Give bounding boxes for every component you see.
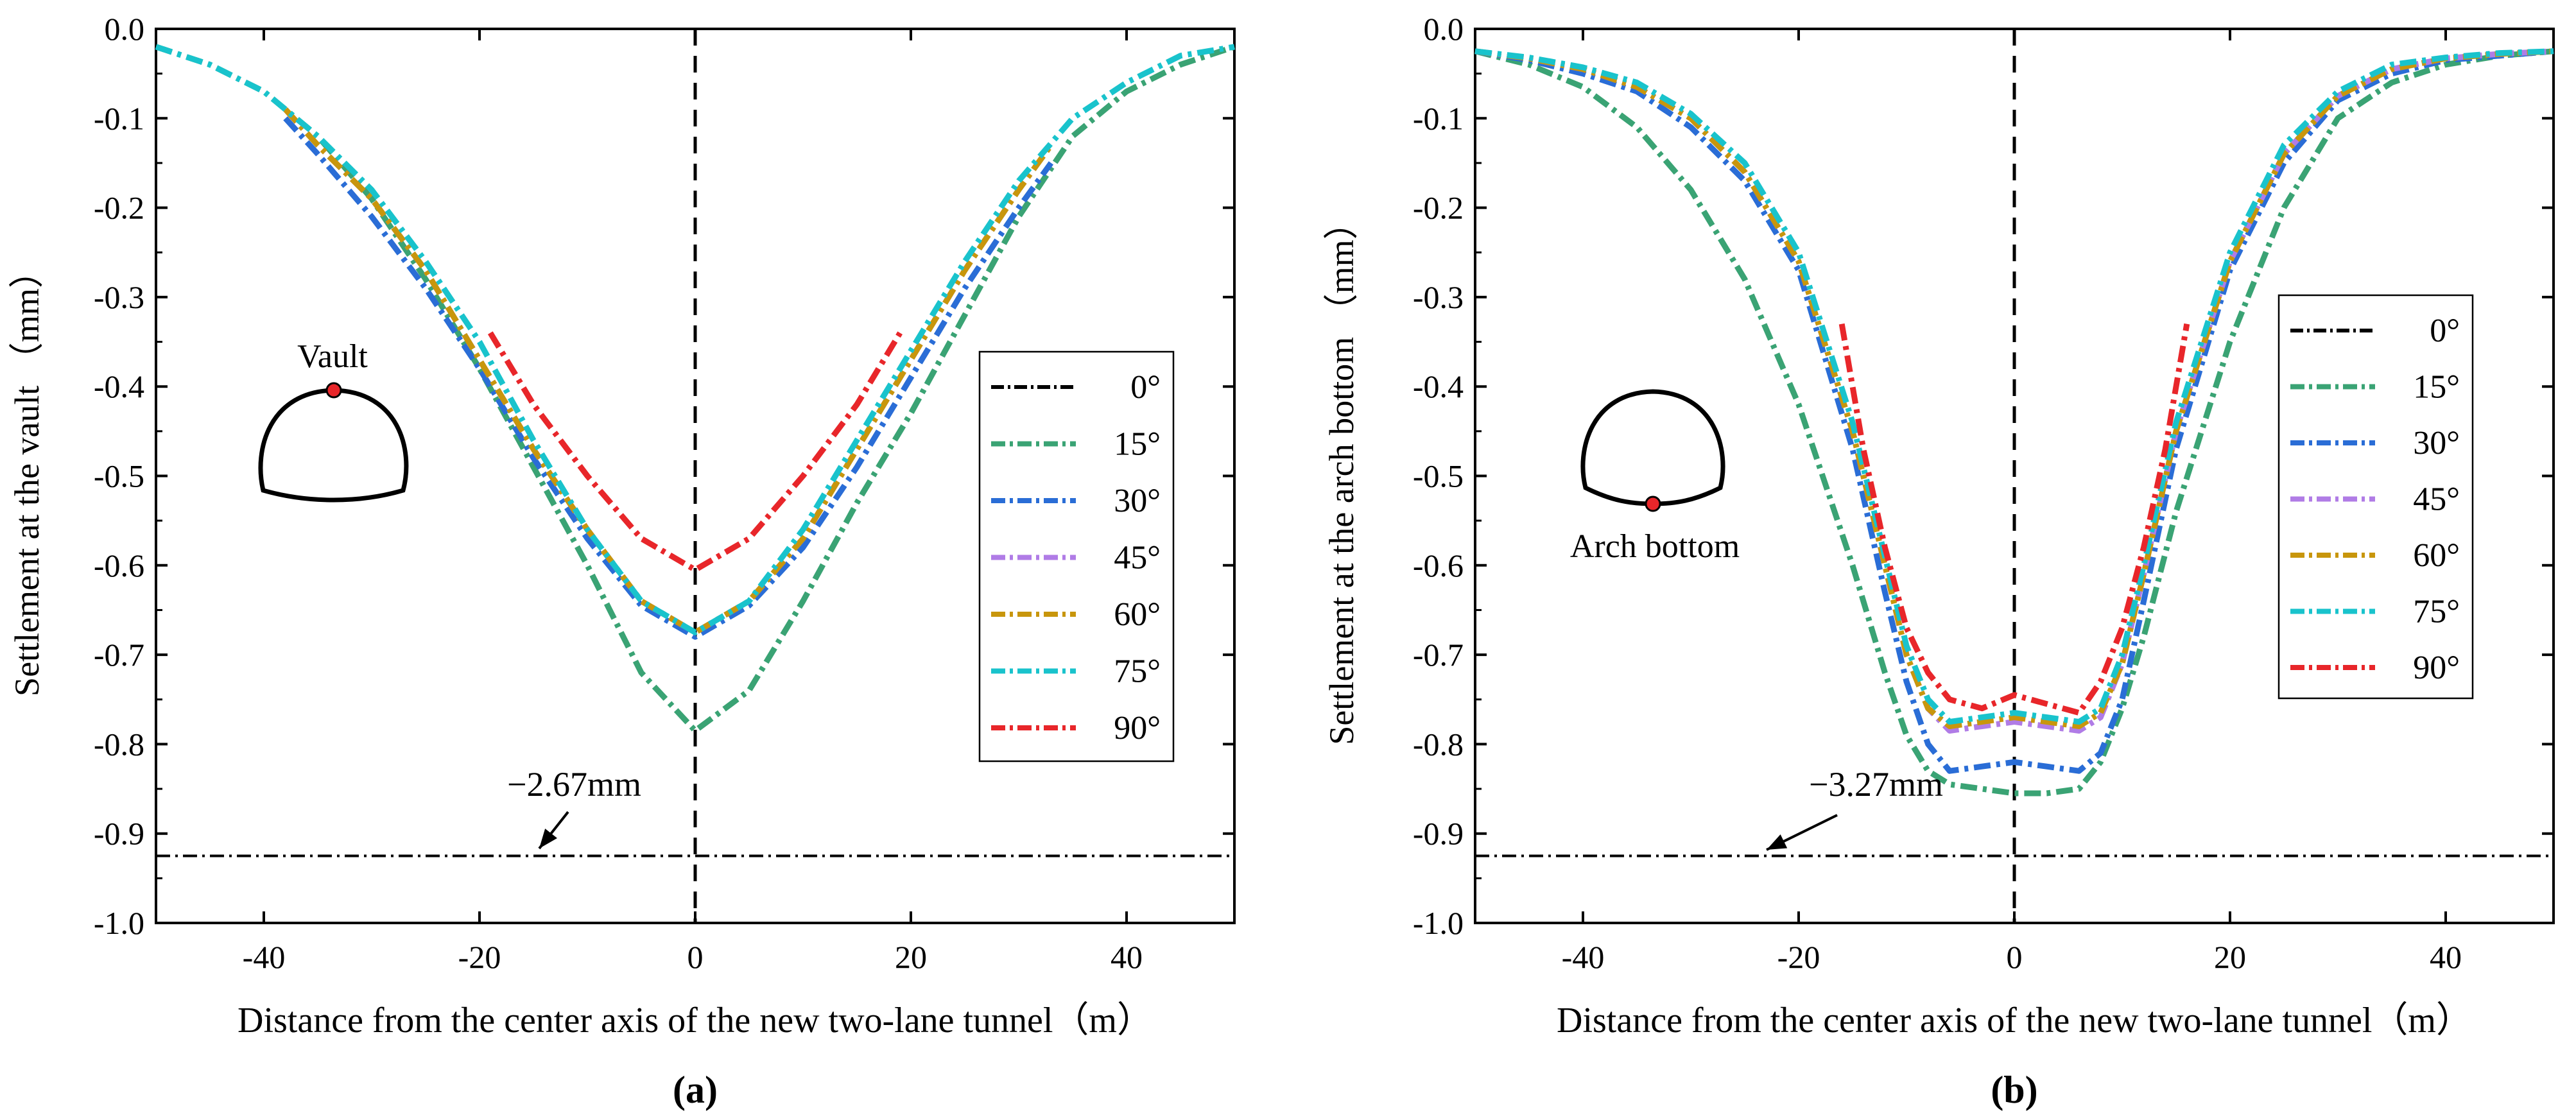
threshold-label-b: −3.27mm bbox=[1809, 765, 1943, 804]
y-tick-label: -0.7 bbox=[94, 637, 144, 673]
legend-label: 75° bbox=[1114, 653, 1161, 690]
y-tick-label: -0.2 bbox=[94, 190, 144, 226]
x-axis-title-a: Distance from the center axis of the new… bbox=[238, 1001, 1153, 1040]
threshold-arrowhead-a bbox=[539, 829, 558, 849]
y-tick-label: -0.4 bbox=[1413, 368, 1464, 404]
y-tick-label: -0.1 bbox=[1413, 100, 1464, 136]
inset-arch-bottom-diagram: Arch bottom bbox=[1570, 389, 1740, 565]
x-tick-label: 20 bbox=[895, 939, 927, 975]
inset-vault-diagram: Vault bbox=[258, 338, 409, 503]
tunnel-outline-icon bbox=[258, 388, 409, 503]
panel-a: 0.0 -0.1 -0.2 -0.3 -0.4 -0.5 -0.6 -0.7 -0.8 -0.9 -… bbox=[8, 11, 1236, 1111]
legend-label: 60° bbox=[1114, 596, 1161, 633]
legend-label: 60° bbox=[2413, 537, 2460, 574]
series-line-60deg bbox=[1474, 48, 2554, 729]
x-tick-label: 20 bbox=[2214, 939, 2246, 975]
y-tick-label: -0.1 bbox=[94, 100, 144, 136]
threshold-arrowhead-b bbox=[1767, 834, 1788, 850]
threshold-label-a: −2.67mm bbox=[507, 765, 641, 804]
legend-label: 0° bbox=[2430, 313, 2460, 349]
legend-label: 15° bbox=[2413, 369, 2460, 406]
y-tick-label: -0.3 bbox=[1413, 279, 1464, 315]
arch-bottom-point-marker bbox=[1645, 495, 1661, 512]
x-tick-label: 0 bbox=[2007, 939, 2023, 975]
y-tick-label: -1.0 bbox=[94, 905, 144, 941]
y-tick-label: -1.0 bbox=[1413, 905, 1464, 941]
legend-label: 45° bbox=[1114, 540, 1161, 576]
y-tick-label: -0.7 bbox=[1413, 637, 1464, 673]
y-tick-label: -0.6 bbox=[94, 547, 144, 583]
y-tick-label: -0.6 bbox=[1413, 547, 1464, 583]
y-tick-label: 0.0 bbox=[105, 11, 145, 47]
legend-label: 30° bbox=[2413, 425, 2460, 461]
y-tick-label: -0.9 bbox=[94, 816, 144, 852]
x-tick-label: -40 bbox=[243, 939, 286, 975]
y-tick-label: -0.8 bbox=[1413, 726, 1464, 762]
x-tick-label: 40 bbox=[1111, 939, 1143, 975]
series-line-90deg bbox=[1838, 323, 2190, 716]
vault-point-marker bbox=[325, 382, 342, 399]
panel-label-b: (b) bbox=[1991, 1069, 2037, 1111]
y-axis-title-a: Settlement at the vault （mm） bbox=[8, 254, 46, 696]
series-line-75deg bbox=[1474, 48, 2554, 725]
y-tick-label: -0.8 bbox=[94, 726, 144, 762]
y-tick-label: -0.9 bbox=[1413, 816, 1464, 852]
y-tick-label: -0.2 bbox=[1413, 190, 1464, 226]
inset-label-b: Arch bottom bbox=[1570, 528, 1740, 565]
legend-label: 15° bbox=[1114, 426, 1161, 463]
y-tick-label: -0.4 bbox=[94, 368, 144, 404]
legend-label: 0° bbox=[1130, 369, 1161, 406]
series-line-90deg bbox=[487, 331, 903, 573]
y-axis-title-b: Settlement at the arch bottom （mm） bbox=[1322, 205, 1361, 745]
legend-b: 0° 15° 30° 45° 60° 75° 90° bbox=[2278, 294, 2474, 700]
x-axis-title-b: Distance from the center axis of the new… bbox=[1557, 1001, 2472, 1040]
legend-label: 90° bbox=[1114, 710, 1161, 746]
legend-label: 30° bbox=[1114, 483, 1161, 519]
y-tick-label: -0.3 bbox=[94, 279, 144, 315]
series-line-15deg bbox=[1474, 48, 2554, 797]
x-tick-label: 40 bbox=[2430, 939, 2462, 975]
y-tick-label: -0.5 bbox=[94, 458, 144, 494]
legend-label: 75° bbox=[2413, 594, 2460, 630]
series-line-30deg bbox=[1474, 48, 2554, 774]
legend-label: 45° bbox=[2413, 481, 2460, 518]
legend-a: 0° 15° 30° 45° 60° 75° 90° bbox=[978, 350, 1175, 762]
x-tick-label: 0 bbox=[687, 939, 704, 975]
tunnel-outline-icon bbox=[1580, 389, 1725, 506]
series-line-30deg bbox=[283, 116, 1054, 640]
series-line-75deg bbox=[155, 44, 1235, 635]
y-tick-label: -0.5 bbox=[1413, 458, 1464, 494]
inset-label-a: Vault bbox=[297, 338, 368, 375]
x-tick-label: -20 bbox=[458, 939, 501, 975]
panel-b: 0.0 -0.1 -0.2 -0.3 -0.4 -0.5 -0.6 -0.7 -0.8 -0.9 -… bbox=[1322, 11, 2555, 1111]
x-tick-label: -40 bbox=[1562, 939, 1605, 975]
legend-label: 90° bbox=[2413, 650, 2460, 686]
panel-label-a: (a) bbox=[673, 1069, 718, 1111]
x-tick-label: -20 bbox=[1777, 939, 1820, 975]
y-tick-label: 0.0 bbox=[1424, 11, 1464, 47]
series-line-60deg bbox=[283, 107, 1054, 635]
